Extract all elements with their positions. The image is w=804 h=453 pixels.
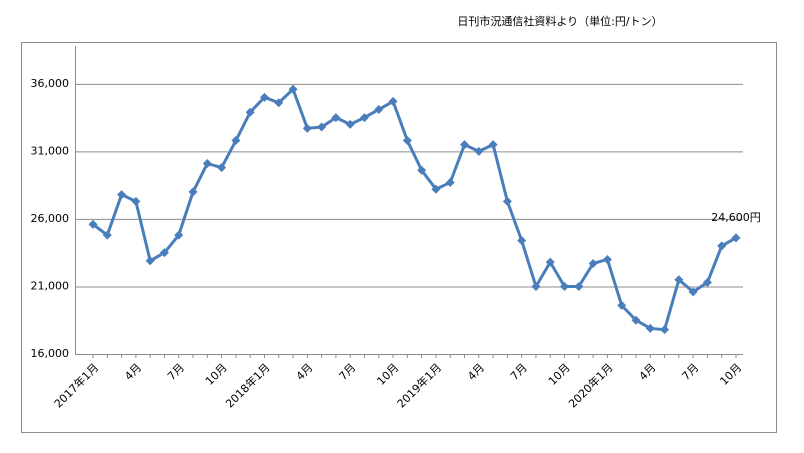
point <box>117 190 127 200</box>
x-tick-label: 10月 <box>203 361 230 388</box>
point <box>259 92 269 102</box>
x-tick-label: 7月 <box>679 361 701 383</box>
y-tick-label: 36,000 <box>31 77 70 90</box>
point <box>102 230 112 240</box>
x-tick-label: 4月 <box>637 361 659 383</box>
point <box>460 140 470 150</box>
point <box>145 256 155 266</box>
y-tick-label: 21,000 <box>31 279 70 292</box>
point <box>645 323 655 333</box>
point <box>188 187 198 197</box>
point <box>317 122 327 132</box>
point <box>359 113 369 123</box>
point <box>417 165 427 175</box>
x-tick-label: 10月 <box>374 361 401 388</box>
point <box>602 254 612 264</box>
x-tick-label: 7月 <box>337 361 359 383</box>
line <box>92 87 737 332</box>
point <box>588 258 598 268</box>
point <box>431 184 441 194</box>
y-tick-label: 31,000 <box>31 144 70 157</box>
point <box>674 275 684 285</box>
x-tick-label: 2020年1月 <box>565 360 615 410</box>
point <box>302 123 312 133</box>
point <box>88 219 98 229</box>
point <box>660 325 670 335</box>
x-tick-label: 2019年1月 <box>394 360 444 410</box>
data-label: 24,600円 <box>711 211 761 224</box>
point <box>545 257 555 267</box>
point <box>531 281 541 291</box>
point <box>202 159 212 169</box>
point <box>574 281 584 291</box>
x-tick-label: 7月 <box>508 361 530 383</box>
point <box>560 281 570 291</box>
point <box>445 177 455 187</box>
point <box>131 196 141 206</box>
point <box>217 163 227 173</box>
point <box>159 248 169 258</box>
x-tick-label: 4月 <box>294 361 316 383</box>
point <box>288 84 298 94</box>
point <box>474 146 484 156</box>
point <box>388 96 398 106</box>
x-tick-label: 2017年1月 <box>51 360 101 410</box>
point <box>688 287 698 297</box>
x-tick-label: 10月 <box>546 361 573 388</box>
point <box>245 107 255 117</box>
chart-title: 日刊市況通信社資料より（単位:円/トン） <box>457 14 662 28</box>
x-tick-label: 2018年1月 <box>223 360 273 410</box>
point <box>617 300 627 310</box>
point <box>174 230 184 240</box>
point <box>631 315 641 325</box>
point <box>331 113 341 123</box>
x-tick-label: 4月 <box>122 361 144 383</box>
point <box>702 277 712 287</box>
y-tick-label: 16,000 <box>31 347 70 360</box>
point <box>231 136 241 146</box>
x-tick-label: 10月 <box>717 361 744 388</box>
x-tick-label: 7月 <box>165 361 187 383</box>
point <box>274 98 284 108</box>
point <box>517 236 527 246</box>
point <box>488 140 498 150</box>
point <box>402 136 412 146</box>
point <box>374 104 384 114</box>
x-tick-label: 4月 <box>465 361 487 383</box>
point <box>502 196 512 206</box>
point <box>717 241 727 251</box>
chart-frame <box>21 42 777 433</box>
point <box>731 233 741 243</box>
y-tick-label: 26,000 <box>31 212 70 225</box>
point <box>345 119 355 129</box>
